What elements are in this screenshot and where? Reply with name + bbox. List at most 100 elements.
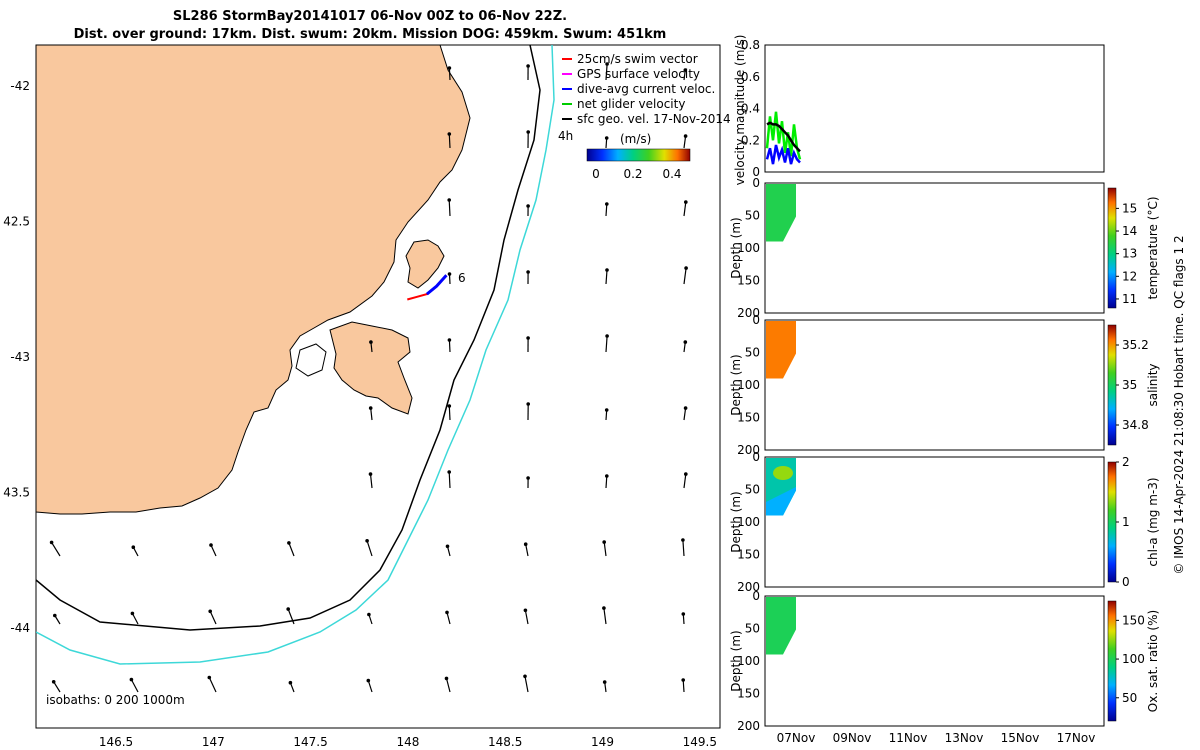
velocity-arrow-head: [447, 404, 452, 408]
velocity-axes-box: [764, 44, 1105, 173]
velocity-arrow: [369, 474, 373, 489]
depth-colorbar-tick: 11: [1122, 292, 1137, 306]
depth-axes-box: [764, 456, 1105, 588]
depth-y-tick: 50: [745, 346, 760, 360]
time-x-tick-labels: 07Nov 09Nov 11Nov 13Nov 15Nov 17Nov: [777, 731, 1096, 745]
depth-y-tick: 100: [737, 378, 760, 392]
depth-colorbar-tick: 0: [1122, 575, 1130, 589]
velocity-arrow: [448, 133, 451, 149]
bay-water: [295, 343, 327, 377]
velocity-arrow-head: [288, 680, 293, 685]
depth-y-tick: 200: [737, 719, 760, 733]
velocity-arrow-head: [602, 540, 606, 544]
depth-colorbar-tick: 13: [1122, 247, 1137, 261]
velocity-arrow-head: [208, 609, 212, 614]
legend-label: net glider velocity: [577, 97, 685, 111]
velocity-arrow: [605, 335, 608, 353]
velocity-y-tick: 0.2: [741, 133, 760, 147]
velocity-arrow: [683, 268, 687, 285]
velocity-arrow-head: [683, 68, 688, 72]
map-colorbar: [586, 148, 691, 162]
velocity-series-line: [765, 111, 802, 160]
velocity-arrow-head: [526, 204, 530, 208]
depth-panel: 0 50 100 150 200 Depth (m) 34.8 35 35.2 salinity: [729, 313, 1160, 457]
map-y-tick: 42.5: [3, 215, 30, 229]
velocity-arrow-head: [605, 62, 609, 66]
velocity-arrow-head: [447, 198, 452, 202]
depth-colorbar-tick: 14: [1122, 224, 1137, 238]
depth-panel: 0 50 100 150 200 Depth (m) 0 1 2 chl-a (mg m-3): [729, 450, 1160, 594]
velocity-arrow-head: [367, 612, 371, 617]
depth-colorbar-tick: 50: [1122, 691, 1137, 705]
velocity-arrow-head: [129, 677, 134, 682]
velocity-arrow-head: [209, 543, 213, 547]
depth-colorbar: [1107, 187, 1117, 309]
velocity-panel: 0 0.2 0.4 0.6 0.8 velocity magnitude (m/s): [733, 35, 1105, 185]
velocity-arrow-head: [131, 545, 136, 549]
velocity-arrow: [53, 681, 61, 693]
depth-y-tick: 50: [745, 622, 760, 636]
map-y-tick-labels: -42 42.5 -43 43.5 -44: [3, 79, 30, 635]
time-label-4h: 4h: [558, 129, 573, 143]
depth-colorbar: [1107, 600, 1117, 722]
island-land: [405, 239, 445, 289]
velocity-y-tick: 0.8: [741, 38, 760, 52]
chart-title-line1: SL286 StormBay20141017 06-Nov 00Z to 06-…: [172, 9, 568, 24]
depth-y-tick: 200: [737, 443, 760, 457]
velocity-arrow-head: [526, 402, 530, 406]
depth-colorbar-tick: 34.8: [1122, 418, 1149, 432]
velocity-arrow-head: [526, 476, 530, 480]
velocity-arrow: [683, 202, 687, 217]
depth-y-tick: 50: [745, 483, 760, 497]
velocity-arrow-head: [523, 608, 528, 613]
velocity-arrow: [524, 610, 529, 625]
legend-label: dive-avg current veloc.: [577, 82, 715, 96]
time-x-tick: 09Nov: [833, 731, 872, 745]
depth-y-tick: 0: [752, 450, 760, 464]
velocity-y-tick: 0.4: [741, 102, 760, 116]
velocity-arrow-head: [445, 610, 449, 615]
velocity-arrow-head: [49, 540, 54, 545]
time-x-tick: 13Nov: [945, 731, 984, 745]
velocity-arrow: [445, 678, 451, 693]
velocity-arrow-head: [53, 613, 57, 618]
velocity-arrow: [131, 613, 139, 625]
depth-y-axis-label: Depth (m): [729, 354, 743, 415]
depth-colorbar: [1107, 461, 1117, 583]
map-y-tick: -42: [10, 79, 30, 93]
depth-y-tick: 100: [737, 241, 760, 255]
depth-y-axis-label: Depth (m): [729, 491, 743, 552]
isobath-label: isobaths: 0 200 1000m: [46, 693, 185, 707]
velocity-arrow-head: [683, 340, 688, 344]
velocity-arrow-head: [286, 607, 291, 611]
velocity-arrow-head: [447, 132, 452, 136]
map-y-tick: 43.5: [3, 486, 30, 500]
depth-colorbar-label: chl-a (mg m-3): [1146, 477, 1160, 566]
imos-timestamp-note: © IMOS 14-Apr-2024 21:08:30 Hobart time.…: [1172, 235, 1186, 574]
velocity-arrow-head: [683, 406, 688, 410]
velocity-y-tick-labels: 0 0.2 0.4 0.6 0.8: [741, 38, 760, 179]
depth-y-tick: 150: [737, 548, 760, 562]
depth-axes-box: [764, 182, 1105, 314]
depth-colorbar-label: temperature (°C): [1146, 197, 1160, 300]
colorbar-unit-label: (m/s): [620, 132, 651, 146]
map-x-tick: 149: [591, 735, 614, 749]
depth-y-axis-label: Depth (m): [729, 217, 743, 278]
velocity-arrow: [448, 405, 451, 421]
velocity-arrow-head: [523, 674, 527, 679]
depth-colorbar-tick: 1: [1122, 515, 1130, 529]
velocity-arrow-head: [605, 474, 609, 478]
depth-y-tick: 0: [752, 589, 760, 603]
map-x-tick: 149.5: [683, 735, 717, 749]
isobath-200m: [36, 45, 541, 631]
depth-colorbar-tick: 35.2: [1122, 338, 1149, 352]
time-x-tick: 11Nov: [889, 731, 928, 745]
map-x-tick-labels: 146.5 147 147.5 148 148.5 149 149.5: [99, 735, 717, 749]
velocity-arrow-head: [51, 680, 56, 684]
velocity-arrow-head: [684, 472, 688, 476]
velocity-series-line: [766, 121, 801, 153]
velocity-arrow: [683, 474, 687, 489]
velocity-arrow: [209, 611, 217, 625]
depth-section-patch: [766, 597, 796, 655]
